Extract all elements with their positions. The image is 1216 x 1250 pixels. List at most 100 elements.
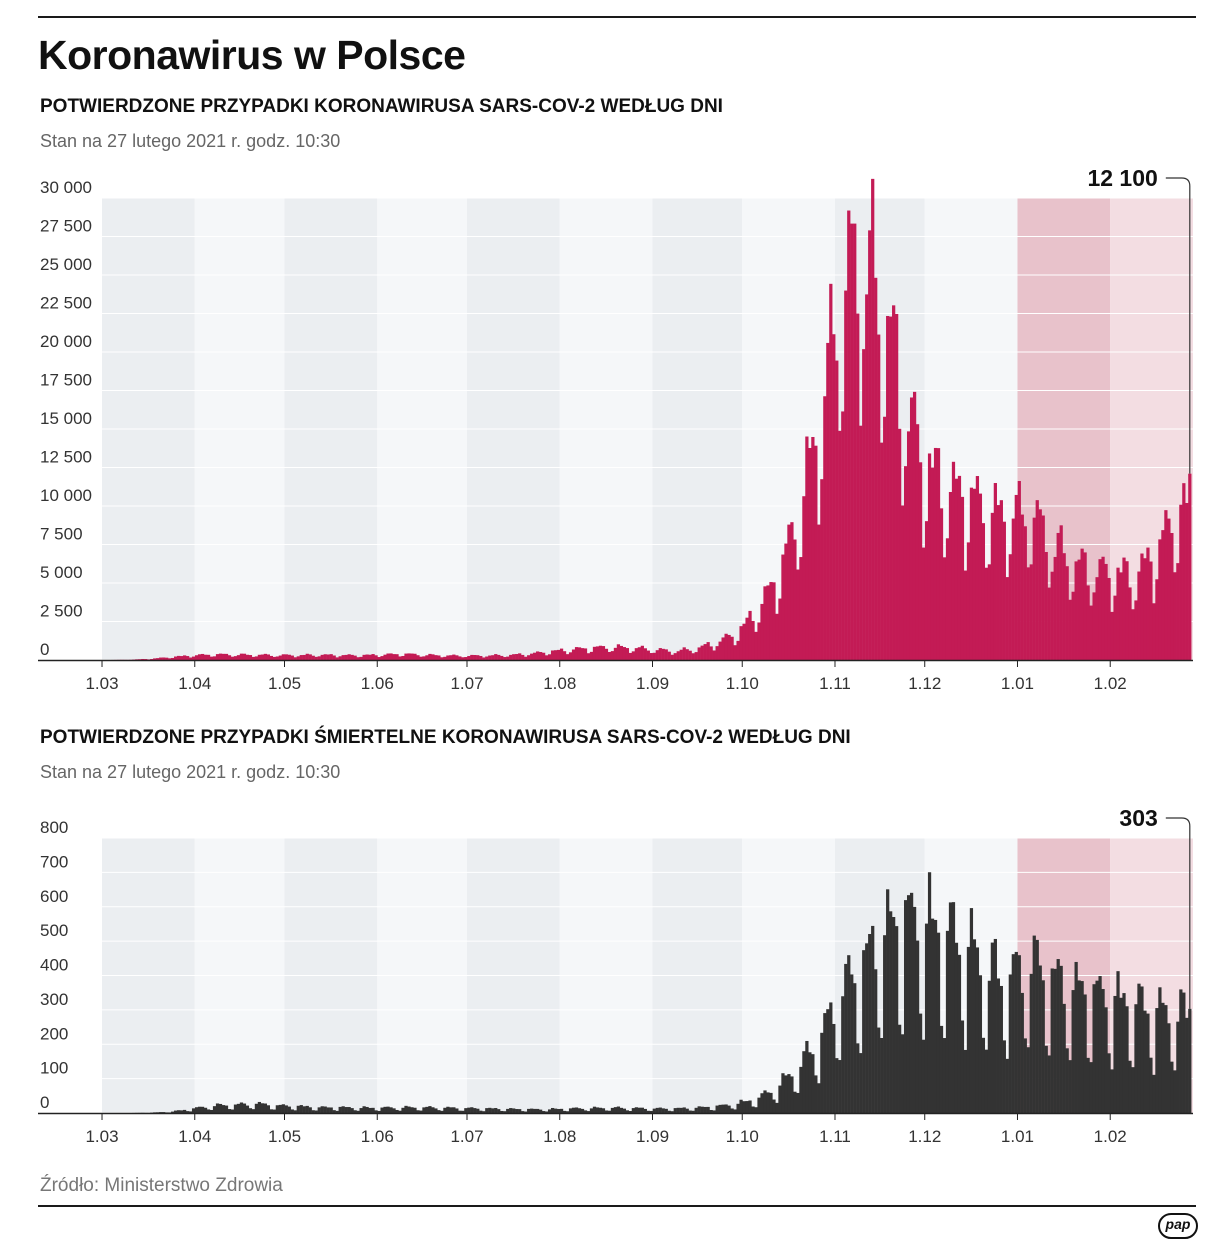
bar [706, 1106, 710, 1113]
bar [392, 654, 396, 660]
bar [1065, 566, 1069, 660]
bar [903, 466, 908, 660]
bar [796, 569, 800, 660]
bar [1014, 951, 1018, 1113]
page-title: Koronawirus w Polsce [38, 32, 466, 78]
bar [859, 1053, 863, 1113]
bar [901, 505, 905, 660]
bar [1002, 521, 1006, 660]
y-tick-label: 5 000 [40, 563, 83, 582]
bar [1065, 1048, 1069, 1113]
bar [395, 654, 399, 660]
bar [583, 1110, 588, 1113]
bar [350, 1108, 354, 1113]
bar [990, 512, 994, 660]
bar [568, 1108, 573, 1113]
bar [856, 313, 860, 660]
bar [619, 645, 624, 660]
bar [1056, 959, 1060, 1113]
bar [188, 657, 193, 660]
bar [939, 1025, 944, 1113]
bar [275, 656, 279, 660]
bar [440, 1110, 444, 1113]
bar [613, 1107, 618, 1113]
bar [473, 1108, 477, 1113]
bar [1119, 572, 1123, 660]
bar [1137, 983, 1141, 1113]
bar [892, 305, 896, 660]
deaths-chart-title: POTWIERDZONE PRZYPADKI ŚMIERTELNE KORONA… [40, 727, 851, 748]
bar [308, 1107, 312, 1113]
bar [494, 654, 498, 660]
x-tick-label: 1.01 [1001, 1127, 1034, 1146]
bar [165, 657, 169, 660]
bar [455, 655, 459, 660]
bar [1134, 600, 1138, 660]
bar [984, 1049, 989, 1113]
bar [1017, 481, 1021, 660]
bar [924, 923, 929, 1113]
bar [512, 654, 516, 660]
bar [598, 1107, 603, 1113]
bar [844, 963, 848, 1113]
bar [1077, 980, 1081, 1113]
bar [706, 642, 710, 660]
bar [793, 539, 797, 660]
bar [287, 654, 291, 660]
y-tick-label: 12 500 [40, 448, 92, 467]
bar [200, 1106, 205, 1113]
bar [963, 1049, 968, 1113]
bar [547, 654, 552, 660]
bar [709, 646, 713, 660]
x-tick-label: 1.04 [178, 674, 211, 693]
bar [323, 1106, 327, 1113]
bar [1116, 971, 1120, 1113]
bar [311, 1110, 315, 1113]
bar [1155, 579, 1159, 660]
bar [673, 1108, 677, 1113]
bar [272, 656, 276, 660]
bar [835, 360, 839, 660]
bar [512, 1108, 516, 1113]
bar [1179, 989, 1183, 1113]
bar [1164, 1005, 1168, 1113]
bar [1029, 564, 1033, 660]
bar [1110, 611, 1114, 660]
bar [299, 1105, 303, 1113]
bar [769, 1092, 773, 1113]
bar [180, 656, 184, 660]
bar [281, 654, 285, 660]
bar [909, 892, 914, 1113]
bar [769, 582, 773, 660]
bar [206, 1109, 211, 1113]
bar [739, 626, 743, 660]
bar [383, 1106, 387, 1113]
bar [1101, 989, 1105, 1113]
last-value-label: 12 100 [1087, 165, 1157, 191]
bar [760, 603, 764, 660]
bar [269, 655, 273, 660]
bar [939, 508, 944, 660]
bar [604, 648, 609, 660]
bar [544, 1111, 549, 1113]
bar [586, 1111, 591, 1113]
bar [736, 1103, 740, 1113]
bar [323, 654, 327, 660]
bar [257, 654, 262, 660]
bar [957, 475, 962, 660]
bar [999, 500, 1003, 660]
bar [1083, 994, 1087, 1113]
bar [754, 631, 758, 660]
x-tick-label: 1.07 [450, 1127, 483, 1146]
bar [676, 1107, 680, 1113]
bar [1164, 510, 1168, 660]
bar [733, 1109, 737, 1113]
bar [715, 1105, 719, 1113]
bar [1101, 556, 1105, 660]
bar [1104, 563, 1108, 660]
bar [892, 917, 896, 1113]
bar [880, 442, 884, 660]
bar [784, 1075, 788, 1113]
bar [550, 1107, 555, 1113]
bar [1047, 587, 1051, 660]
